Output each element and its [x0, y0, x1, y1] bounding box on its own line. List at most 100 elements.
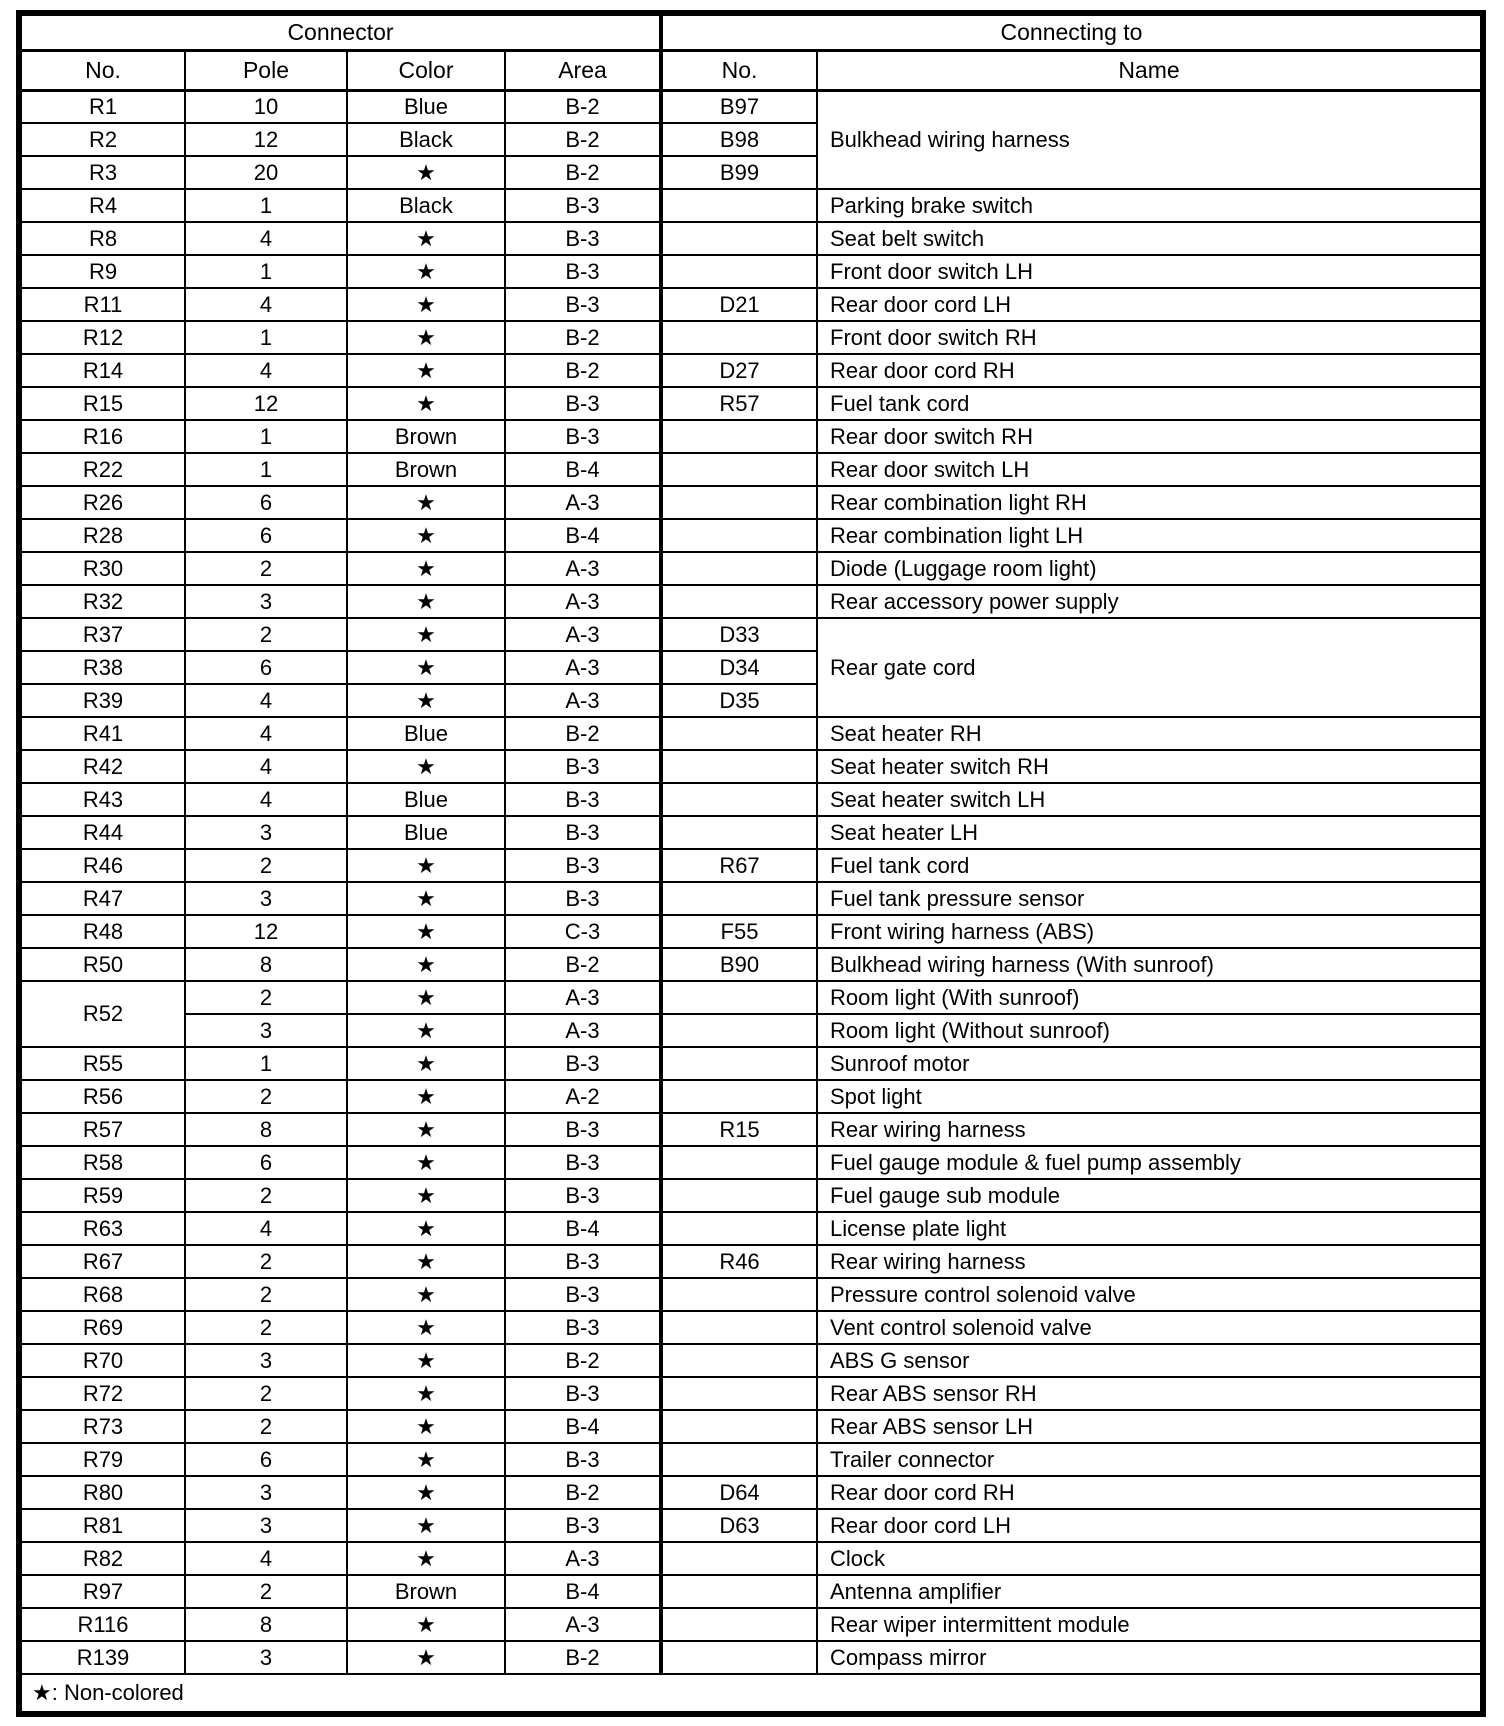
col-header-connecting-no: No.: [659, 49, 818, 92]
cell-connector-no: R28: [18, 518, 186, 553]
table-row: R2 12 Black B-2 B98: [18, 122, 1483, 157]
cell-name: Rear gate cord: [816, 617, 1484, 718]
table-row: 3 ★ A-3 Room light (Without sunroof): [19, 1013, 1484, 1048]
cell-connector-no: R3: [18, 155, 186, 190]
cell-color: Brown: [346, 452, 506, 487]
cell-area: A-3: [504, 551, 662, 586]
cell-name: Rear door switch RH: [816, 419, 1484, 454]
table-row: R67 2 ★ B-3 R46 Rear wiring harness: [18, 1244, 1484, 1279]
cell-pole: 4: [184, 716, 348, 751]
cell-connector-no: R68: [18, 1277, 186, 1312]
cell-area: B-2: [504, 155, 662, 190]
cell-name: Room light (With sunroof): [816, 980, 1484, 1015]
cell-connector-no: R79: [18, 1442, 186, 1477]
cell-connector-no: R81: [18, 1508, 186, 1543]
cell-name: Rear door cord RH: [816, 1475, 1484, 1510]
cell-connector-no: R14: [18, 353, 186, 388]
cell-color: Black: [346, 188, 506, 223]
column-header-row: No. Pole Color Area No. Name: [18, 49, 1484, 92]
cell-connecting-no: [659, 551, 818, 586]
cell-color: ★: [346, 1079, 506, 1114]
cell-area: B-3: [504, 1046, 662, 1081]
cell-connecting-no: [659, 221, 818, 256]
cell-connector-no: R69: [18, 1310, 186, 1345]
cell-connector-no: R32: [18, 584, 186, 619]
cell-name: Fuel tank cord: [816, 386, 1484, 421]
cell-color: Blue: [346, 815, 506, 850]
cell-connecting-no: D27: [659, 353, 818, 388]
cell-area: B-4: [504, 1211, 662, 1246]
table-row: R73 2 ★ B-4 Rear ABS sensor LH: [18, 1409, 1484, 1444]
cell-name: Pressure control solenoid valve: [816, 1277, 1484, 1312]
cell-connector-no: R12: [18, 320, 186, 355]
cell-connecting-no: D63: [659, 1508, 818, 1543]
cell-name: Rear accessory power supply: [816, 584, 1484, 619]
cell-area: B-3: [504, 1508, 662, 1543]
cell-color: ★: [346, 1310, 506, 1345]
cell-name: Bulkhead wiring harness: [816, 89, 1484, 190]
cell-color: ★: [346, 320, 506, 355]
cell-pole: 1: [184, 452, 348, 487]
table-row: R8 4 ★ B-3 Seat belt switch: [18, 221, 1484, 256]
cell-color: ★: [346, 1277, 506, 1312]
cell-name: Seat heater RH: [816, 716, 1484, 751]
cell-pole: 3: [184, 1640, 348, 1675]
table-row: R58 6 ★ B-3 Fuel gauge module & fuel pump as…: [18, 1145, 1484, 1180]
cell-name: Bulkhead wiring harness (With sunroof): [816, 947, 1484, 982]
cell-color: ★: [346, 1475, 506, 1510]
table-row: R43 4 Blue B-3 Seat heater switch LH: [18, 782, 1484, 817]
cell-connector-no: R59: [18, 1178, 186, 1213]
cell-area: B-3: [504, 386, 662, 421]
cell-connector-no: R58: [18, 1145, 186, 1180]
table-row: R81 3 ★ B-3 D63 Rear door cord LH: [18, 1508, 1484, 1543]
cell-name: Clock: [816, 1541, 1484, 1576]
cell-name: Diode (Luggage room light): [816, 551, 1484, 586]
cell-pole: 8: [184, 1607, 348, 1642]
cell-color: Blue: [346, 716, 506, 751]
cell-connecting-no: [659, 518, 818, 553]
cell-connecting-no: D21: [659, 287, 818, 322]
cell-area: A-2: [504, 1079, 662, 1114]
cell-connector-no: R56: [18, 1079, 186, 1114]
cell-connector-no: R139: [18, 1640, 186, 1675]
cell-area: B-3: [504, 782, 662, 817]
cell-area: B-3: [504, 881, 662, 916]
cell-connecting-no: [659, 1409, 818, 1444]
cell-connector-no: R39: [18, 683, 186, 718]
cell-area: B-3: [504, 419, 662, 454]
cell-pole: 20: [184, 155, 348, 190]
cell-area: A-3: [504, 683, 662, 718]
cell-color: ★: [346, 584, 506, 619]
cell-pole: 3: [184, 1013, 348, 1048]
cell-pole: 4: [184, 353, 348, 388]
cell-connector-no: R48: [18, 914, 186, 949]
cell-connector-no: R1: [18, 89, 186, 124]
cell-connector-no: R50: [18, 947, 186, 982]
cell-pole: 3: [184, 881, 348, 916]
cell-connector-no: R16: [18, 419, 186, 454]
cell-color: ★: [346, 1343, 506, 1378]
cell-connector-no: R9: [18, 254, 186, 289]
table-row: R42 4 ★ B-3 Seat heater switch RH: [18, 749, 1484, 784]
cell-color: ★: [346, 287, 506, 322]
cell-name: Rear wiring harness: [816, 1244, 1484, 1279]
group-header-connecting-to: Connecting to: [659, 12, 1484, 52]
cell-area: B-3: [504, 1310, 662, 1345]
cell-name: Seat heater switch LH: [816, 782, 1484, 817]
cell-color: ★: [346, 947, 506, 982]
cell-color: ★: [346, 1541, 506, 1576]
cell-name: Rear combination light RH: [816, 485, 1484, 520]
cell-name: Rear door switch LH: [816, 452, 1484, 487]
cell-connector-no: R38: [18, 650, 186, 685]
cell-area: B-4: [504, 518, 662, 553]
cell-color: ★: [346, 881, 506, 916]
cell-name: Seat heater switch RH: [816, 749, 1484, 784]
cell-area: B-3: [504, 1145, 662, 1180]
cell-pole: 2: [184, 1244, 348, 1279]
cell-name: Rear door cord LH: [816, 1508, 1484, 1543]
table-row: R59 2 ★ B-3 Fuel gauge sub module: [18, 1178, 1484, 1213]
cell-color: ★: [346, 1112, 506, 1147]
cell-area: B-2: [504, 89, 662, 124]
cell-connecting-no: [659, 1211, 818, 1246]
